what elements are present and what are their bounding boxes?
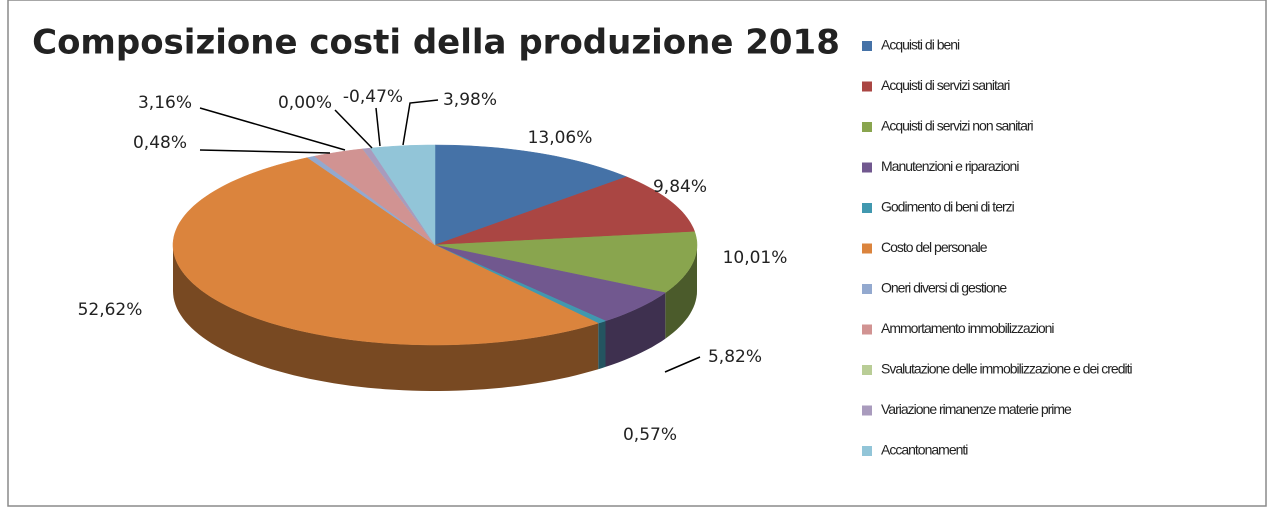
slice-side [173,245,599,391]
data-label: 13,06% [528,128,593,148]
legend-label: Godimento di beni di terzi [881,199,1015,215]
legend-swatch [862,122,872,132]
data-label: 10,01% [723,248,788,268]
data-label: 5,82% [708,347,762,367]
legend-swatch [862,284,872,294]
legend-label: Acquisti di beni [881,37,960,53]
data-label: 0,57% [623,425,677,445]
data-label: 3,98% [443,90,497,110]
legend-label: Acquisti di servizi sanitari [881,77,1010,93]
legend-label: Ammortamento immobilizzazioni [881,320,1054,336]
legend: Acquisti di beni Acquisti di servizi sani… [862,37,1133,458]
legend-swatch [862,203,872,213]
legend-swatch [862,446,872,456]
leader-line [402,99,439,146]
legend-swatch [862,365,872,375]
slice [434,244,666,322]
legend-swatch [862,41,872,51]
leader-line [199,107,346,151]
legend-swatch [862,81,872,92]
slice-side [598,320,606,370]
data-label: 0,48% [133,133,187,153]
leader-line [664,356,701,373]
data-label: 52,62% [78,300,143,320]
legend-label: Acquisti di servizi non sanitari [881,118,1034,134]
data-label: -0,47% [343,87,403,107]
data-label: 3,16% [138,93,192,113]
slice [434,231,698,293]
leader-line [334,109,373,149]
chart-title: Composizione costi della produzione 2018 [32,23,840,63]
legend-swatch [862,405,872,416]
legend-swatch [862,324,872,335]
slice [434,144,628,246]
pie: 13,06% 9,84% 10,01% 5,82% 0,57% 52,62% 0,48% 3,… [78,87,788,445]
slice [172,157,599,346]
legend-swatch [862,162,872,173]
slice-side [605,292,666,367]
leader-line [375,107,381,147]
legend-label: Variazione rimanenze materie prime [881,401,1072,417]
legend-swatch [862,243,872,254]
legend-label: Oneri diversi di gestione [881,280,1007,296]
data-label: 0,00% [278,93,332,113]
slice-side [665,245,697,339]
legend-label: Accantonamenti [881,442,968,458]
legend-label: Manutenzioni e riparazioni [881,158,1019,174]
legend-label: Costo del personale [881,239,988,255]
data-label: 9,84% [653,177,707,197]
slice [313,148,436,246]
slice [369,144,436,246]
leader-line [199,149,331,154]
slice [434,176,696,246]
legend-label: Svalutazione delle immobilizzazione e de… [881,361,1132,377]
